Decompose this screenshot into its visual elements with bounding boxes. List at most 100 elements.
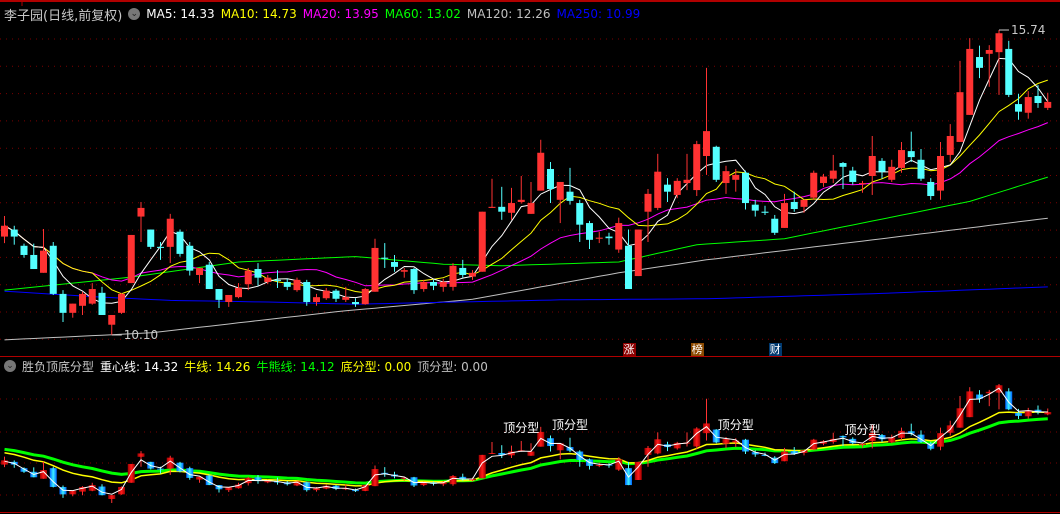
indicator-candle[interactable]	[498, 445, 506, 459]
price-candle[interactable]	[1015, 93, 1022, 120]
price-candle[interactable]	[771, 214, 779, 235]
indicator-candle[interactable]	[410, 476, 418, 487]
indicator-candle[interactable]	[176, 461, 184, 473]
price-candle[interactable]	[10, 225, 18, 245]
price-candle[interactable]	[1044, 92, 1052, 111]
price-candle[interactable]	[742, 170, 749, 210]
indicator-candle[interactable]	[703, 398, 710, 441]
price-candle[interactable]	[898, 141, 905, 173]
price-candle[interactable]	[439, 278, 447, 292]
price-candle[interactable]	[625, 229, 632, 290]
price-candle[interactable]	[839, 161, 847, 189]
price-candle[interactable]	[917, 148, 925, 181]
indicator-candle[interactable]	[956, 396, 964, 428]
price-candle[interactable]	[469, 270, 476, 280]
indicator-candle[interactable]	[59, 485, 67, 498]
price-candle[interactable]	[147, 229, 155, 250]
indicator-candle[interactable]	[361, 484, 369, 492]
price-candle[interactable]	[98, 286, 106, 315]
price-candle[interactable]	[576, 199, 584, 242]
indicator-candle[interactable]	[1015, 408, 1022, 420]
price-candle[interactable]	[615, 217, 623, 253]
price-candle[interactable]	[352, 298, 359, 307]
indicator-candle[interactable]	[488, 442, 496, 454]
price-candle[interactable]	[49, 241, 57, 295]
price-candle[interactable]	[313, 293, 320, 306]
indicator-candle[interactable]	[166, 455, 174, 475]
price-candle[interactable]	[985, 45, 993, 87]
indicator-candle[interactable]	[98, 484, 106, 496]
price-candle[interactable]	[1024, 91, 1032, 119]
price-candle[interactable]	[595, 231, 603, 244]
price-candle[interactable]	[508, 187, 515, 220]
price-candle[interactable]	[976, 45, 983, 79]
price-candle[interactable]	[527, 181, 535, 214]
price-candle[interactable]	[644, 188, 652, 242]
indicator-candle[interactable]	[644, 446, 652, 467]
price-candle[interactable]	[391, 254, 398, 272]
indicator-candle[interactable]	[556, 443, 564, 460]
price-candle[interactable]	[420, 279, 428, 292]
price-candle[interactable]	[878, 158, 886, 179]
price-candle[interactable]	[361, 287, 369, 305]
price-candle[interactable]	[88, 283, 96, 305]
price-candle[interactable]	[820, 173, 827, 187]
indicator-candle[interactable]	[118, 486, 125, 495]
indicator-candle[interactable]	[439, 481, 447, 487]
price-candle[interactable]	[127, 234, 135, 284]
indicator-candle[interactable]	[654, 432, 662, 455]
indicator-candle[interactable]	[946, 420, 954, 436]
event-marker[interactable]: 榜	[690, 343, 704, 356]
price-candle[interactable]	[1034, 85, 1042, 108]
indicator-candle[interactable]	[985, 389, 993, 407]
indicator-candle[interactable]	[839, 435, 847, 447]
price-candle[interactable]	[342, 286, 350, 303]
price-candle[interactable]	[137, 201, 145, 242]
price-candle[interactable]	[186, 241, 194, 276]
indicator-candle[interactable]	[69, 490, 77, 497]
price-candle[interactable]	[459, 259, 467, 278]
indicator-candle[interactable]	[196, 476, 203, 483]
price-candle[interactable]	[244, 267, 252, 291]
price-candle[interactable]	[849, 166, 857, 185]
price-candle[interactable]	[196, 267, 203, 284]
indicator-candle[interactable]	[683, 432, 691, 447]
price-candle[interactable]	[751, 199, 759, 217]
price-candle[interactable]	[488, 178, 496, 208]
price-candle[interactable]	[166, 213, 174, 264]
price-candle[interactable]	[664, 178, 671, 202]
indicator-candle[interactable]	[254, 474, 262, 484]
price-candle[interactable]	[566, 167, 574, 205]
indicator-candle[interactable]	[576, 450, 584, 467]
indicator-candle[interactable]	[88, 482, 96, 492]
price-candle[interactable]	[69, 303, 77, 318]
indicator-candle[interactable]	[40, 461, 47, 479]
indicator-candle[interactable]	[751, 450, 759, 457]
price-candle[interactable]	[59, 290, 67, 323]
price-candle[interactable]	[732, 168, 740, 192]
indicator-candle[interactable]	[1005, 388, 1013, 411]
price-candle[interactable]	[634, 229, 642, 277]
price-candle[interactable]	[810, 170, 818, 200]
indicator-candle[interactable]	[381, 467, 389, 477]
indicator-candle[interactable]	[508, 445, 515, 459]
price-candle[interactable]	[498, 186, 506, 220]
indicator-candle[interactable]	[966, 387, 974, 418]
price-candle[interactable]	[946, 124, 954, 162]
price-candle[interactable]	[586, 220, 593, 250]
price-candle[interactable]	[303, 279, 311, 306]
price-candle[interactable]	[966, 38, 974, 115]
indicator-candle[interactable]	[615, 457, 623, 471]
price-candle[interactable]	[40, 229, 47, 273]
price-candle[interactable]	[712, 145, 720, 182]
indicator-candle[interactable]	[712, 429, 720, 444]
price-candle[interactable]	[118, 292, 125, 314]
indicator-candle[interactable]	[10, 460, 18, 468]
indicator-candle[interactable]	[937, 427, 944, 451]
event-marker[interactable]: 涨	[622, 343, 636, 356]
price-candle[interactable]	[283, 278, 291, 291]
indicator-candle[interactable]	[342, 484, 350, 491]
price-candle[interactable]	[79, 291, 86, 315]
indicator-candle[interactable]	[293, 480, 301, 487]
